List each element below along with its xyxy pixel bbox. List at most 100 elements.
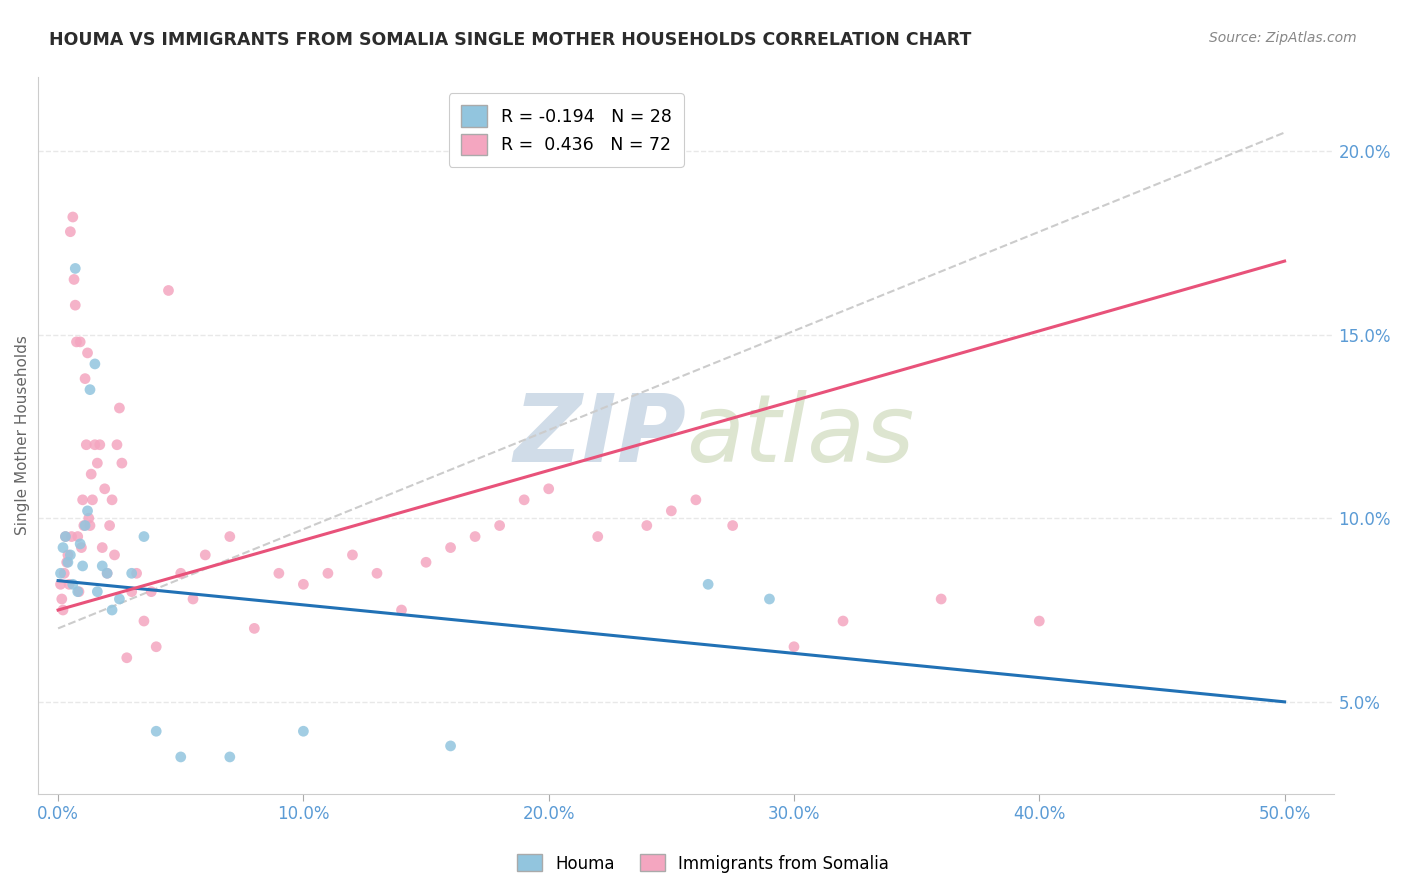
Point bbox=[60, 530, 83, 544]
Point bbox=[67, 584, 90, 599]
Point bbox=[89, 438, 111, 452]
Point bbox=[108, 592, 131, 607]
Point bbox=[170, 750, 193, 764]
Point bbox=[111, 456, 134, 470]
Point bbox=[758, 592, 780, 607]
Point bbox=[58, 577, 80, 591]
Point bbox=[659, 504, 682, 518]
Point bbox=[63, 272, 86, 286]
Y-axis label: Single Mother Households: Single Mother Households bbox=[15, 335, 30, 535]
Point bbox=[80, 467, 103, 482]
Point bbox=[76, 346, 98, 360]
Point bbox=[65, 261, 87, 276]
Point bbox=[91, 558, 114, 573]
Point bbox=[49, 577, 72, 591]
Point bbox=[145, 724, 167, 739]
Point bbox=[105, 438, 128, 452]
Point bbox=[55, 530, 77, 544]
Point bbox=[488, 518, 510, 533]
Point bbox=[75, 518, 97, 533]
Point bbox=[79, 518, 101, 533]
Point bbox=[132, 530, 155, 544]
Text: Source: ZipAtlas.com: Source: ZipAtlas.com bbox=[1209, 31, 1357, 45]
Point bbox=[65, 298, 87, 312]
Point bbox=[391, 603, 413, 617]
Point bbox=[93, 482, 115, 496]
Point bbox=[72, 558, 94, 573]
Point bbox=[52, 541, 75, 555]
Point bbox=[53, 566, 76, 581]
Point bbox=[79, 383, 101, 397]
Point bbox=[98, 518, 121, 533]
Point bbox=[115, 650, 138, 665]
Point bbox=[66, 584, 89, 599]
Point bbox=[157, 284, 180, 298]
Point bbox=[66, 530, 89, 544]
Point bbox=[218, 750, 240, 764]
Point bbox=[132, 614, 155, 628]
Point bbox=[91, 541, 114, 555]
Point bbox=[70, 541, 93, 555]
Point bbox=[83, 357, 105, 371]
Point bbox=[101, 492, 124, 507]
Point bbox=[72, 492, 94, 507]
Point bbox=[52, 603, 75, 617]
Point bbox=[697, 577, 720, 591]
Point bbox=[537, 482, 560, 496]
Point bbox=[316, 566, 339, 581]
Point bbox=[56, 548, 79, 562]
Point bbox=[49, 566, 72, 581]
Legend: R = -0.194   N = 28, R =  0.436   N = 72: R = -0.194 N = 28, R = 0.436 N = 72 bbox=[449, 94, 683, 167]
Point bbox=[76, 504, 98, 518]
Point bbox=[929, 592, 952, 607]
Point bbox=[783, 640, 806, 654]
Point bbox=[292, 724, 315, 739]
Point bbox=[55, 530, 77, 544]
Point bbox=[59, 548, 82, 562]
Point bbox=[86, 584, 108, 599]
Text: HOUMA VS IMMIGRANTS FROM SOMALIA SINGLE MOTHER HOUSEHOLDS CORRELATION CHART: HOUMA VS IMMIGRANTS FROM SOMALIA SINGLE … bbox=[49, 31, 972, 49]
Point bbox=[56, 555, 79, 569]
Point bbox=[62, 210, 84, 224]
Point bbox=[121, 566, 143, 581]
Point bbox=[439, 739, 461, 753]
Point bbox=[69, 537, 91, 551]
Point bbox=[86, 456, 108, 470]
Point bbox=[125, 566, 148, 581]
Point bbox=[96, 566, 118, 581]
Point bbox=[82, 492, 104, 507]
Point bbox=[51, 592, 73, 607]
Point bbox=[77, 511, 100, 525]
Point bbox=[103, 548, 125, 562]
Point bbox=[292, 577, 315, 591]
Point bbox=[194, 548, 217, 562]
Point bbox=[832, 614, 855, 628]
Point bbox=[218, 530, 240, 544]
Point bbox=[108, 401, 131, 415]
Legend: Houma, Immigrants from Somalia: Houma, Immigrants from Somalia bbox=[510, 847, 896, 880]
Point bbox=[65, 334, 87, 349]
Point bbox=[121, 584, 143, 599]
Point bbox=[586, 530, 609, 544]
Point bbox=[415, 555, 437, 569]
Point bbox=[181, 592, 204, 607]
Point bbox=[1028, 614, 1050, 628]
Point bbox=[75, 371, 97, 385]
Point bbox=[83, 438, 105, 452]
Point bbox=[342, 548, 364, 562]
Point bbox=[513, 492, 536, 507]
Point bbox=[62, 577, 84, 591]
Text: ZIP: ZIP bbox=[513, 390, 686, 482]
Point bbox=[141, 584, 163, 599]
Text: atlas: atlas bbox=[686, 390, 914, 481]
Point bbox=[170, 566, 193, 581]
Point bbox=[267, 566, 290, 581]
Point bbox=[636, 518, 658, 533]
Point bbox=[145, 640, 167, 654]
Point bbox=[96, 566, 118, 581]
Point bbox=[685, 492, 707, 507]
Point bbox=[75, 438, 97, 452]
Point bbox=[721, 518, 744, 533]
Point bbox=[464, 530, 486, 544]
Point bbox=[69, 334, 91, 349]
